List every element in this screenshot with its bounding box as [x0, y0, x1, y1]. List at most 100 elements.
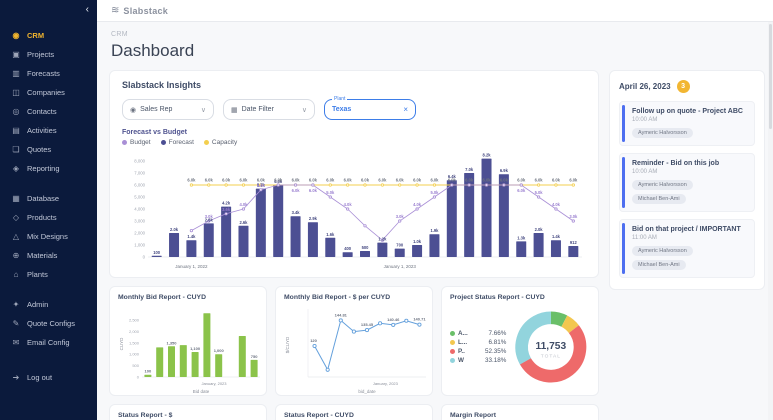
sales-rep-filter[interactable]: ◉ Sales Rep ∨ [122, 99, 214, 120]
notification-item[interactable]: Reminder - Bid on this job 10:00 AM Ayme… [619, 153, 755, 212]
scrollbar-track [768, 22, 773, 420]
svg-text:1.4k: 1.4k [187, 234, 196, 239]
plant-filter[interactable]: Plant Texas × [324, 96, 416, 120]
sidebar-item-label: Products [27, 213, 57, 222]
sidebar-item-reporting[interactable]: ◈ Reporting [0, 159, 97, 178]
svg-text:5.7k: 5.7k [257, 183, 266, 188]
svg-text:6.0k: 6.0k [552, 178, 561, 183]
svg-text:7,000: 7,000 [134, 171, 145, 176]
svg-text:bid_date: bid_date [358, 389, 376, 394]
notification-time: 10:00 AM [632, 117, 658, 123]
sidebar-item-database[interactable]: ▦ Database [0, 189, 97, 208]
sidebar-item-label: Reporting [27, 164, 60, 173]
donut-layout: A... 7.66% L... 6.81% P.. 52.35% W 33.18% 11… [450, 305, 592, 389]
sidebar-item-label: Log out [27, 373, 53, 382]
svg-text:6.0k: 6.0k [361, 178, 370, 183]
svg-text:100: 100 [145, 369, 152, 374]
sidebar-item-quotes[interactable]: ❏ Quotes [0, 140, 97, 159]
svg-text:140.46: 140.46 [387, 317, 400, 322]
notification-title: Reminder - Bid on this job [632, 160, 720, 167]
sidebar-collapse-icon[interactable]: ‹ [85, 4, 89, 15]
sidebar-item-activities[interactable]: ▤ Activities [0, 121, 97, 140]
svg-text:1.2k: 1.2k [378, 237, 387, 242]
sidebar-item-label: Quotes [27, 145, 52, 154]
sidebar-item-materials[interactable]: ⊕ Materials [0, 246, 97, 265]
svg-text:6,000: 6,000 [134, 183, 145, 188]
sidebar-item-companies[interactable]: ◫ Companies [0, 83, 97, 102]
sidebar-item-admin[interactable]: ✦ Admin [0, 295, 97, 314]
svg-text:CUYD: CUYD [119, 337, 124, 351]
sidebar-item-quote-configs[interactable]: ✎ Quote Configs [0, 314, 97, 333]
forecast-dot-icon [160, 140, 166, 145]
date-filter-label: Date Filter [241, 106, 274, 113]
svg-text:6.9k: 6.9k [500, 168, 509, 173]
sidebar-item-label: Contacts [27, 107, 57, 116]
svg-text:6.0k: 6.0k [292, 188, 301, 193]
donut-legend: A... 7.66% L... 6.81% P.. 52.35% W 33.18% [450, 328, 508, 366]
main-chart-title: Forecast vs Budget [122, 129, 187, 136]
notifications-header: April 26, 2023 3 [619, 80, 755, 93]
insights-card: Slabstack Insights ◉ Sales Rep ∨ ▦ Date … [109, 70, 599, 278]
clear-icon[interactable]: × [403, 105, 408, 114]
sidebar-item-contacts[interactable]: ◎ Contacts [0, 102, 97, 121]
svg-text:2.9k: 2.9k [309, 216, 318, 221]
notifications-count-badge: 3 [676, 80, 690, 93]
legend-entry-capacity: Capacity [203, 139, 237, 146]
svg-text:6.0k: 6.0k [396, 178, 405, 183]
svg-text:3.6k: 3.6k [222, 207, 231, 212]
page-title: Dashboard [111, 41, 195, 60]
svg-text:2.0k: 2.0k [535, 227, 544, 232]
svg-text:1,500: 1,500 [129, 340, 140, 345]
sidebar-item-label: Projects [27, 50, 55, 59]
sidebar-item-crm[interactable]: ◉ CRM [0, 26, 97, 45]
contacts-icon: ◎ [12, 107, 20, 116]
sidebar-item-products[interactable]: ◇ Products [0, 208, 97, 227]
svg-text:750: 750 [251, 354, 258, 359]
svg-text:3,000: 3,000 [134, 219, 145, 224]
svg-text:700: 700 [396, 243, 404, 248]
chevron-down-icon: ∨ [200, 106, 206, 114]
sidebar-item-label: Database [27, 194, 60, 203]
sidebar-item-plants[interactable]: ⌂ Plants [0, 265, 97, 284]
monthly-bid-cuyd-chart: 2,500 2,000 1,500 1,000 500 0 CUYD 100 1,350 1,10… [119, 313, 260, 394]
svg-text:6.0k: 6.0k [292, 178, 301, 183]
donut-legend-row: L... 6.81% [450, 339, 508, 346]
sidebar-item-forecasts[interactable]: ▥ Forecasts [0, 64, 97, 83]
sidebar-item-logout[interactable]: ➔ Log out [0, 368, 97, 387]
notification-tags: Aymeric Halvorsson Michael Ben-Ami [632, 246, 746, 270]
svg-text:1,000: 1,000 [134, 243, 145, 248]
svg-text:6.0k: 6.0k [274, 179, 283, 184]
activities-icon: ▤ [12, 126, 20, 135]
svg-text:4.2k: 4.2k [222, 201, 231, 206]
person-tag: Aymeric Halvorsson [632, 128, 693, 138]
donut-legend-row: P.. 52.35% [450, 348, 508, 355]
chevron-down-icon: ∨ [301, 106, 307, 114]
notification-item[interactable]: Bid on that project / IMPORTANT 11:00 AM… [619, 219, 755, 278]
sidebar-item-projects[interactable]: ▣ Projects [0, 45, 97, 64]
svg-text:400: 400 [344, 246, 352, 251]
scrollbar-thumb[interactable] [769, 24, 772, 129]
project-status-card: Project Status Report - CUYD A... 7.66% L… [441, 286, 599, 396]
svg-text:1.9k: 1.9k [430, 228, 439, 233]
date-filter[interactable]: ▦ Date Filter ∨ [223, 99, 315, 120]
sidebar-item-mix-designs[interactable]: △ Mix Designs [0, 227, 97, 246]
person-tag: Aymeric Halvorsson [632, 180, 693, 190]
svg-text:6.0k: 6.0k [205, 178, 214, 183]
svg-text:6.0k: 6.0k [465, 178, 474, 183]
sidebar-item-label: Admin [27, 300, 49, 309]
svg-text:0: 0 [137, 375, 140, 380]
sidebar-item-label: Mix Designs [27, 232, 68, 241]
notification-title: Follow up on quote - Project ABC [632, 108, 743, 115]
notification-item[interactable]: Follow up on quote - Project ABC 10:00 A… [619, 101, 755, 146]
svg-text:6.0k: 6.0k [344, 178, 353, 183]
svg-text:$/CUYD: $/CUYD [285, 336, 290, 353]
svg-text:4,000: 4,000 [134, 207, 145, 212]
plant-filter-floating-label: Plant [332, 96, 348, 102]
sidebar-item-email-config[interactable]: ✉ Email Config [0, 333, 97, 352]
margin-report-card: Margin Report [441, 404, 599, 420]
svg-text:6.0k: 6.0k [535, 178, 544, 183]
svg-text:6.0k: 6.0k [309, 188, 318, 193]
main-chart-legend: Budget Forecast Capacity [122, 139, 586, 146]
legend-entry-forecast: Forecast [160, 139, 194, 146]
slice-dot-icon [450, 340, 455, 345]
